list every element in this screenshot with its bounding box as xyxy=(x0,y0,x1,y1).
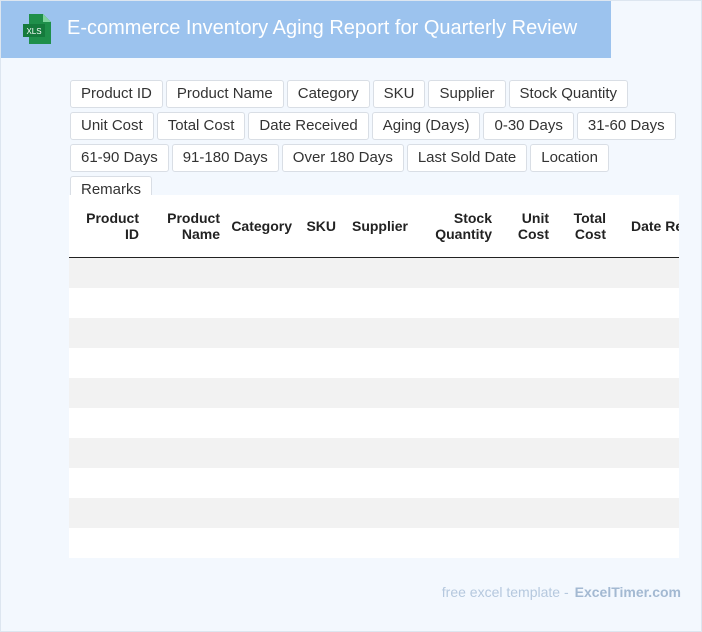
column-header: Category xyxy=(231,218,292,234)
field-chip[interactable]: Unit Cost xyxy=(70,112,154,140)
field-chip[interactable]: Total Cost xyxy=(156,112,246,140)
column-header: Supplier xyxy=(351,218,408,234)
table-row xyxy=(69,408,679,438)
table-row xyxy=(69,498,679,528)
column-header: Date Received xyxy=(631,218,679,234)
table-row xyxy=(69,348,679,378)
field-chip[interactable]: SKU xyxy=(372,80,426,108)
column-header: Stock Quantity xyxy=(435,210,492,242)
column-header: SKU xyxy=(306,218,336,234)
field-chip[interactable]: Supplier xyxy=(428,80,506,108)
field-chip[interactable]: 61-90 Days xyxy=(70,144,169,172)
table-row xyxy=(69,468,679,498)
field-chip[interactable]: Date Received xyxy=(248,112,369,140)
column-header: Product ID xyxy=(86,210,139,242)
table-row xyxy=(69,258,679,288)
xls-icon: XLS xyxy=(23,14,51,44)
field-chip[interactable]: Aging (Days) xyxy=(371,112,481,140)
field-chip[interactable]: Stock Quantity xyxy=(508,80,629,108)
field-chip[interactable]: 31-60 Days xyxy=(576,112,676,140)
field-chip[interactable]: Product ID xyxy=(70,80,163,108)
field-chip[interactable]: Over 180 Days xyxy=(281,144,404,172)
field-chip[interactable]: 91-180 Days xyxy=(171,144,279,172)
table-row xyxy=(69,288,679,318)
field-chip[interactable]: Category xyxy=(286,80,370,108)
table-row xyxy=(69,318,679,348)
footer: free excel template - ExcelTimer.com xyxy=(442,584,681,600)
field-chip[interactable]: Location xyxy=(530,144,609,172)
table-header: Product ID Product Name Category SKU Supplie… xyxy=(69,195,679,258)
header: XLS E-commerce Inventory Aging Report fo… xyxy=(1,1,611,58)
field-chips: Product ID Product Name Category SKU Supplie… xyxy=(70,80,682,204)
icon-label: XLS xyxy=(26,27,41,36)
table-row xyxy=(69,528,679,558)
table: Product ID Product Name Category SKU Supplie… xyxy=(69,195,679,558)
field-chip[interactable]: 0-30 Days xyxy=(483,112,574,140)
column-header: Total Cost xyxy=(573,210,606,242)
title: E-commerce Inventory Aging Report for Qu… xyxy=(67,17,578,39)
field-chip[interactable]: Product Name xyxy=(165,80,284,108)
table-row xyxy=(69,438,679,468)
table-row xyxy=(69,378,679,408)
field-chip[interactable]: Last Sold Date xyxy=(406,144,528,172)
footer-brand[interactable]: ExcelTimer.com xyxy=(574,584,681,600)
column-header: Unit Cost xyxy=(517,210,549,242)
footer-text: free excel template - xyxy=(441,584,569,600)
column-header: Product Name xyxy=(167,210,220,242)
